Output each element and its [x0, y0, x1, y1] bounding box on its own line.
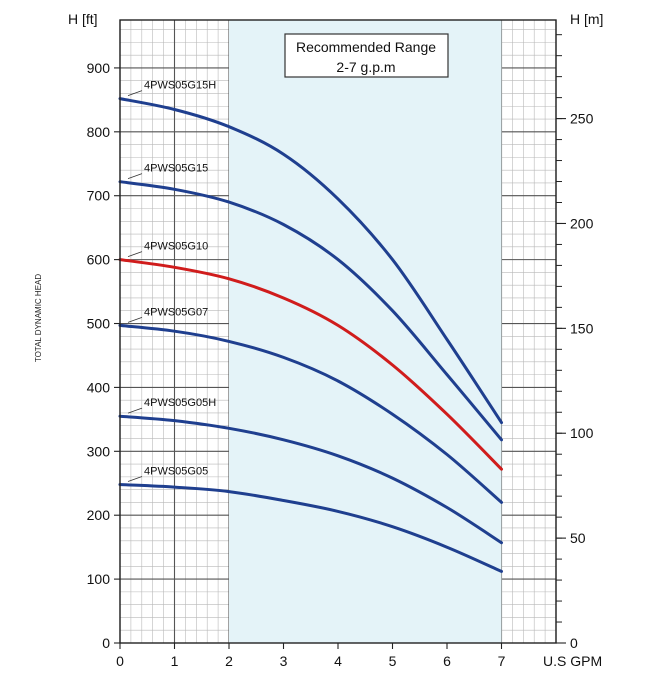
series-line-4pws05g07: [118, 323, 503, 504]
series-leader-4pws05g10: [127, 251, 143, 257]
series-line-4pws05g05h: [118, 414, 503, 545]
series-leader-4pws05g15: [127, 173, 143, 180]
series-label-4pws05g10: 4PWS05G10: [144, 241, 208, 253]
y-tick-label: 200: [87, 507, 111, 523]
series-label-4pws05g05: 4PWS05G05: [144, 466, 208, 478]
recommended-range-box: [284, 33, 449, 78]
series-leader-4pws05g05: [127, 476, 143, 482]
series-line-4pws05g15: [118, 180, 503, 442]
x-tick-label: 6: [443, 653, 451, 669]
y-right-tick-label: 100: [570, 425, 594, 441]
y-tick-label: 300: [87, 443, 111, 459]
y-tick-label: 900: [87, 60, 111, 76]
y-right-tick-label: 250: [570, 111, 594, 127]
y-tick-label: 800: [87, 124, 111, 140]
x-tick-label: 7: [498, 653, 506, 669]
y-axis-unit-left: H [ft]: [68, 11, 98, 27]
y-right-tick-label: 0: [570, 635, 578, 651]
series-label-4pws05g05h: 4PWS05G05H: [144, 397, 216, 409]
y-axis-unit-right: H [m]: [570, 11, 603, 27]
series-label-4pws05g15h: 4PWS05G15H: [144, 80, 216, 92]
x-tick-label: 5: [389, 653, 397, 669]
series-line-4pws05g05: [118, 483, 503, 573]
series-leader-4pws05g05h: [127, 407, 143, 414]
series-label-4pws05g07: 4PWS05G07: [144, 306, 208, 318]
series-leader-4pws05g15h: [127, 90, 143, 96]
y-tick-label: 700: [87, 188, 111, 204]
x-tick-label: 0: [116, 653, 124, 669]
y-axis-label: TOTAL DYNAMIC HEAD: [34, 274, 43, 363]
y-tick-label: 600: [87, 252, 111, 268]
series-line-4pws05g15h: [118, 97, 503, 425]
series-label-4pws05g15: 4PWS05G15: [144, 163, 208, 175]
y-tick-label: 0: [102, 635, 110, 651]
y-right-tick-label: 200: [570, 215, 594, 231]
x-tick-label: 2: [225, 653, 233, 669]
series-line-4pws05g10: [118, 258, 503, 471]
y-tick-label: 100: [87, 571, 111, 587]
x-tick-label: 1: [171, 653, 179, 669]
x-axis-label: U.S GPM: [543, 653, 602, 669]
recommended-range-title: Recommended Range: [296, 39, 436, 55]
recommended-range-band: [229, 20, 502, 643]
y-tick-label: 400: [87, 379, 111, 395]
y-right-tick-label: 50: [570, 530, 586, 546]
series-leader-4pws05g07: [127, 317, 143, 323]
x-tick-label: 3: [280, 653, 288, 669]
y-tick-label: 500: [87, 316, 111, 332]
recommended-range-subtitle: 2-7 g.p.m: [336, 59, 395, 75]
y-right-tick-label: 150: [570, 320, 594, 336]
x-tick-label: 4: [334, 653, 342, 669]
